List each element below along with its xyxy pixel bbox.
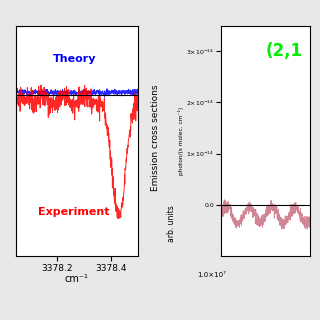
Y-axis label: photon/(s molec. cm⁻¹): photon/(s molec. cm⁻¹) xyxy=(178,107,184,175)
Text: Theory: Theory xyxy=(52,54,96,64)
Text: Emission cross sections: Emission cross sections xyxy=(151,84,160,191)
Text: Experiment: Experiment xyxy=(38,206,109,217)
Text: 1.0×10⁷: 1.0×10⁷ xyxy=(197,272,226,278)
Text: arb. units: arb. units xyxy=(167,206,176,242)
X-axis label: cm⁻¹: cm⁻¹ xyxy=(65,274,89,284)
Text: (2,1: (2,1 xyxy=(266,42,303,60)
